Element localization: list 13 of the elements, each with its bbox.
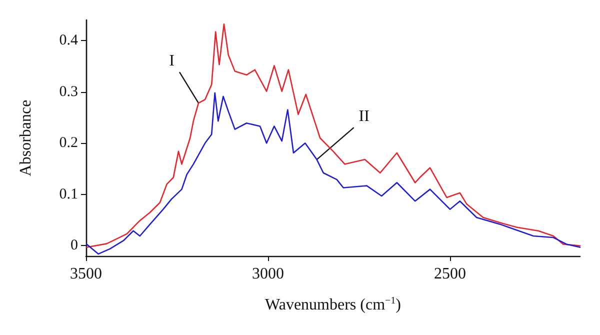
y-tick-label: 0.3 xyxy=(59,84,78,100)
annotation: I xyxy=(169,52,174,70)
y-tick-label: 0.4 xyxy=(59,32,78,49)
x-tick-label: 3500 xyxy=(70,266,102,282)
y-tick-label: 0.1 xyxy=(59,186,78,202)
annotation: II xyxy=(358,108,370,126)
x-tick-label: 3000 xyxy=(252,266,284,282)
y-axis-title: Absorbance xyxy=(18,100,34,176)
x-tick-label: 2500 xyxy=(434,266,466,282)
line-series xyxy=(86,23,581,248)
y-tick-label: 0.2 xyxy=(59,135,78,152)
y-tick-label: 0 xyxy=(70,238,78,254)
line-series xyxy=(86,92,581,255)
